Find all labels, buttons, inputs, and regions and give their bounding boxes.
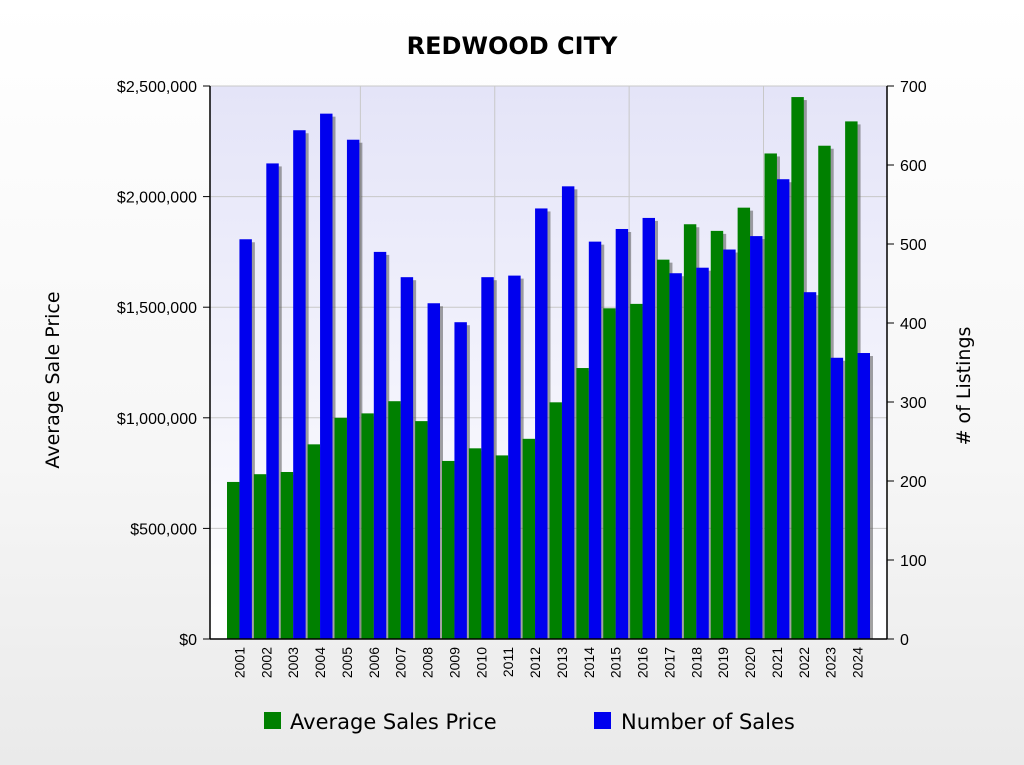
bar-average-sales-price-2012 [522, 438, 536, 639]
legend-label-number-of-sales: Number of Sales [621, 710, 795, 734]
y2-tick-label: 700 [900, 79, 927, 96]
bar-average-sales-price-2005 [334, 417, 347, 639]
bar-average-sales-price-2004 [307, 444, 321, 639]
y-axis-title: Average Sale Price [42, 291, 64, 468]
y-tick-label: $2,500,000 [117, 79, 197, 96]
bar-average-sales-price-2009 [442, 460, 455, 639]
legend-label-average-sales-price: Average Sales Price [290, 710, 497, 734]
bar-number-of-sales-2014 [588, 241, 602, 639]
x-tick-label: 2016 [635, 647, 651, 678]
bar-number-of-sales-2001 [239, 239, 252, 639]
y2-tick-label: 600 [900, 158, 927, 175]
x-tick-label: 2021 [769, 647, 785, 678]
bar-average-sales-price-2023 [818, 145, 831, 639]
bars [227, 97, 873, 640]
y2-axis-title: # of Listings [953, 327, 975, 446]
bar-average-sales-price-2007 [388, 401, 401, 639]
bar-average-sales-price-2021 [764, 153, 777, 639]
x-tick-label: 2017 [661, 647, 677, 678]
bar-number-of-sales-2011 [508, 275, 521, 639]
bar-average-sales-price-2002 [253, 474, 267, 639]
x-tick-label: 2001 [231, 647, 247, 678]
x-tick-label: 2024 [850, 647, 866, 678]
bar-number-of-sales-2003 [293, 130, 306, 640]
chart-title: REDWOOD CITY [407, 32, 618, 60]
bar-number-of-sales-2016 [642, 217, 655, 639]
x-tick-label: 2022 [796, 647, 812, 678]
x-tick-label: 2006 [366, 647, 382, 678]
bar-number-of-sales-2013 [561, 186, 575, 639]
bar-number-of-sales-2023 [830, 357, 844, 639]
bar-number-of-sales-2009 [454, 322, 467, 639]
bar-average-sales-price-2006 [361, 413, 374, 639]
bar-average-sales-price-2015 [603, 308, 616, 639]
x-tick-label: 2014 [581, 647, 597, 678]
bar-average-sales-price-2022 [791, 97, 804, 639]
y-tick-label: $1,500,000 [117, 300, 197, 317]
bar-average-sales-price-2020 [737, 207, 751, 639]
bar-number-of-sales-2018 [696, 267, 709, 639]
y2-tick-label: 300 [900, 395, 927, 412]
bar-number-of-sales-2012 [535, 208, 548, 639]
legend-swatch-average-sales-price [264, 712, 281, 729]
x-tick-label: 2005 [339, 647, 355, 678]
bar-number-of-sales-2010 [481, 277, 494, 639]
bar-average-sales-price-2010 [468, 448, 482, 639]
bar-number-of-sales-2005 [346, 139, 360, 639]
bar-average-sales-price-2008 [415, 421, 428, 639]
y2-tick-label: 200 [900, 474, 927, 491]
bar-number-of-sales-2002 [266, 163, 279, 640]
x-tick-label: 2019 [715, 647, 731, 678]
x-tick-label: 2023 [823, 647, 839, 678]
bar-number-of-sales-2008 [427, 303, 440, 639]
bar-number-of-sales-2021 [776, 179, 790, 639]
x-tick-label: 2015 [608, 647, 624, 678]
x-tick-label: 2004 [312, 647, 328, 678]
y-tick-label: $1,000,000 [117, 411, 197, 428]
bar-number-of-sales-2006 [373, 251, 387, 639]
x-tick-label: 2007 [393, 647, 409, 678]
x-tick-label: 2008 [420, 647, 436, 678]
y-tick-label: $500,000 [130, 521, 197, 538]
legend: Average Sales Price Number of Sales [264, 710, 795, 734]
y2-tick-label: 0 [900, 632, 909, 649]
bar-average-sales-price-2018 [683, 224, 697, 639]
bar-average-sales-price-2016 [630, 303, 643, 639]
bar-number-of-sales-2007 [400, 277, 414, 639]
bar-number-of-sales-2022 [803, 292, 817, 639]
bar-number-of-sales-2020 [750, 236, 763, 639]
bar-average-sales-price-2001 [227, 481, 240, 639]
y2-tick-label: 400 [900, 316, 927, 333]
bar-average-sales-price-2003 [280, 471, 294, 639]
x-tick-label: 2018 [688, 647, 704, 678]
bar-average-sales-price-2024 [845, 121, 858, 640]
x-tick-label: 2013 [554, 647, 570, 678]
y-tick-label: $2,000,000 [117, 190, 197, 207]
x-tick-label: 2012 [527, 647, 543, 678]
x-tick-label: 2011 [500, 647, 516, 677]
legend-swatch-number-of-sales [594, 712, 611, 729]
y2-tick-label: 100 [900, 553, 927, 570]
bar-number-of-sales-2024 [857, 353, 870, 639]
bar-number-of-sales-2015 [615, 228, 629, 640]
axis-ticks: $0 $500,000 $1,000,000 $1,500,000 $2,000,000… [117, 79, 927, 678]
bar-number-of-sales-2019 [723, 249, 736, 639]
bar-number-of-sales-2017 [669, 273, 682, 639]
x-tick-label: 2020 [742, 647, 758, 678]
bar-average-sales-price-2011 [495, 455, 509, 639]
x-tick-label: 2002 [258, 647, 274, 678]
y2-tick-label: 500 [900, 237, 927, 254]
bar-average-sales-price-2017 [657, 259, 670, 639]
bar-average-sales-price-2014 [576, 368, 589, 639]
bar-average-sales-price-2013 [549, 402, 562, 639]
x-tick-label: 2003 [285, 647, 301, 678]
bar-number-of-sales-2004 [320, 113, 333, 639]
y-tick-label: $0 [179, 632, 197, 649]
bar-average-sales-price-2019 [710, 230, 724, 640]
x-tick-label: 2010 [473, 647, 489, 678]
x-tick-label: 2009 [446, 647, 462, 678]
